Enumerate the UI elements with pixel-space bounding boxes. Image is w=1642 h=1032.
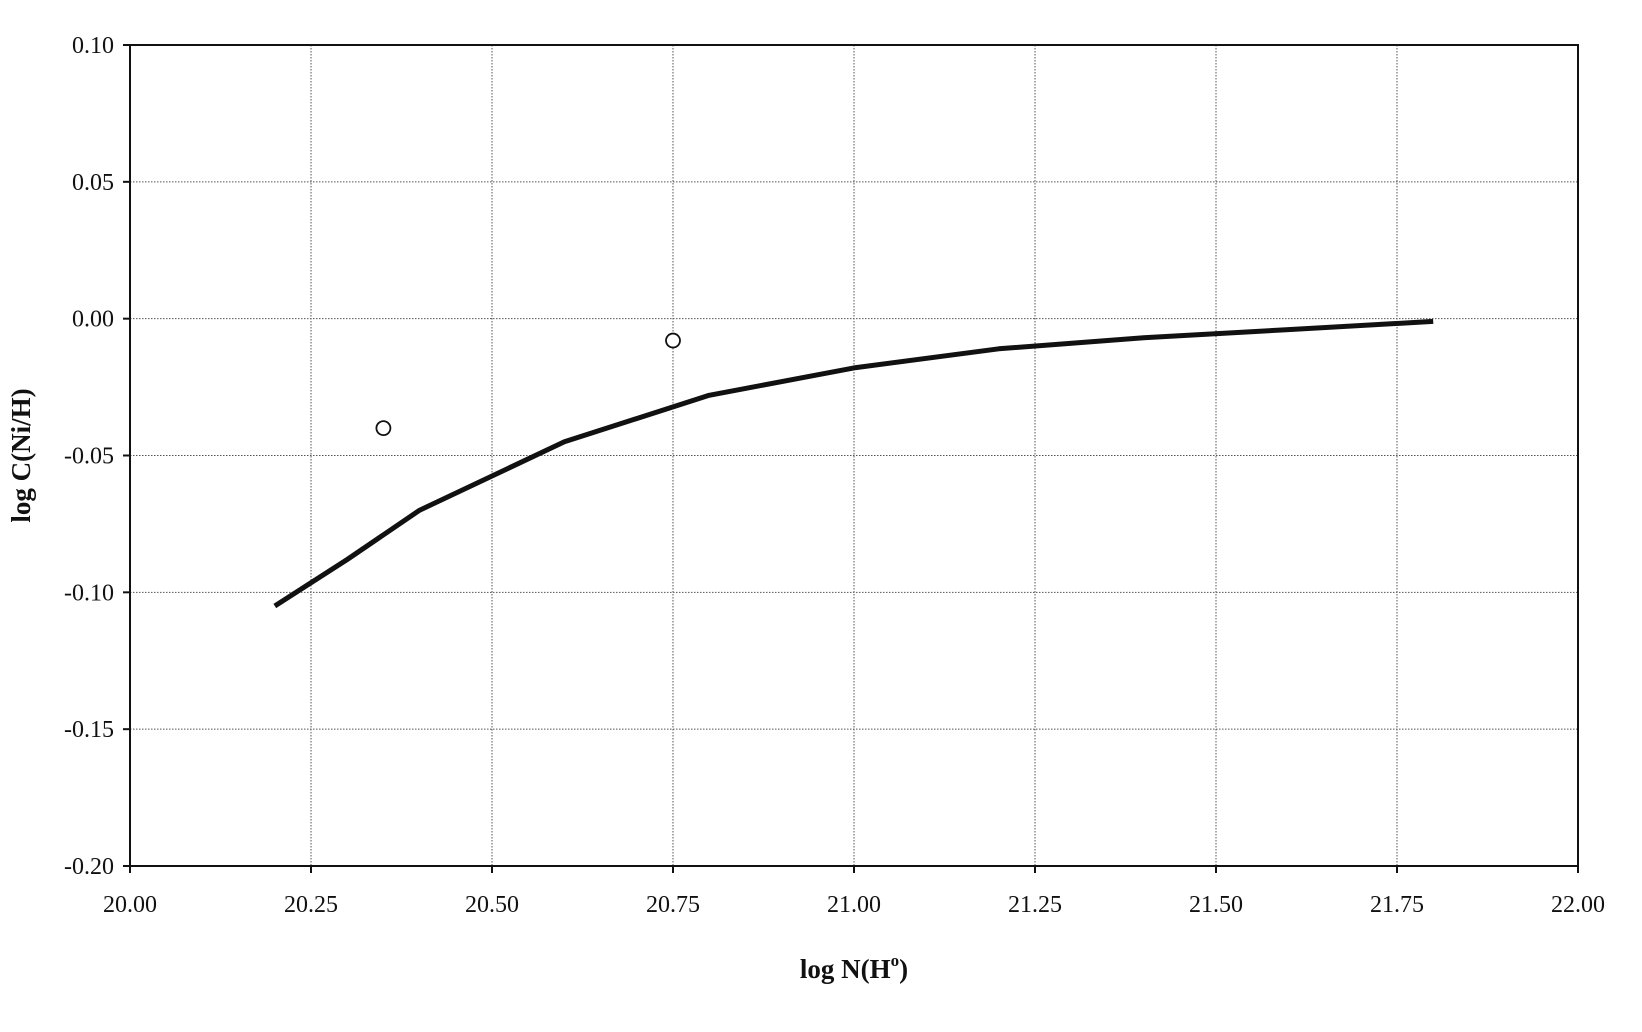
y-tick-label: 0.10 <box>72 33 114 59</box>
grid <box>130 45 1578 866</box>
x-tick-label: 20.00 <box>103 892 157 918</box>
y-tick-label: 0.00 <box>72 307 114 333</box>
y-tick-label: -0.15 <box>64 717 114 743</box>
y-axis-title: log C(Ni/H) <box>6 388 36 522</box>
x-tick-label: 21.00 <box>827 892 881 918</box>
x-tick-label: 22.00 <box>1551 892 1605 918</box>
x-tick-label: 21.25 <box>1008 892 1062 918</box>
x-axis-title: log N(Ho) <box>800 951 908 984</box>
x-tick-label: 21.75 <box>1370 892 1424 918</box>
x-tick-label: 20.75 <box>646 892 700 918</box>
series-line <box>273 318 1434 609</box>
x-tick-label: 21.50 <box>1189 892 1243 918</box>
y-tick-label: -0.10 <box>64 580 114 606</box>
y-tick-label: 0.05 <box>72 170 114 196</box>
x-axis-title-main: log N(H <box>800 954 891 984</box>
x-axis-title-suffix: ) <box>899 954 908 984</box>
data-point-marker <box>665 332 681 349</box>
axis-ticks <box>123 44 1579 873</box>
x-axis-tick-labels: 20.00 20.25 20.50 20.75 21.00 21.25 21.50 21.75… <box>103 892 1605 918</box>
y-tick-label: -0.20 <box>64 854 114 880</box>
x-axis-title-superscript: o <box>891 951 900 970</box>
x-tick-label: 20.25 <box>284 892 338 918</box>
data-series <box>273 318 1434 609</box>
y-axis-tick-labels: 0.10 0.05 0.00 -0.05 -0.10 -0.15 -0.20 <box>64 33 114 880</box>
x-tick-label: 20.50 <box>465 892 519 918</box>
data-point-marker <box>375 420 392 437</box>
y-tick-label: -0.05 <box>64 444 114 470</box>
